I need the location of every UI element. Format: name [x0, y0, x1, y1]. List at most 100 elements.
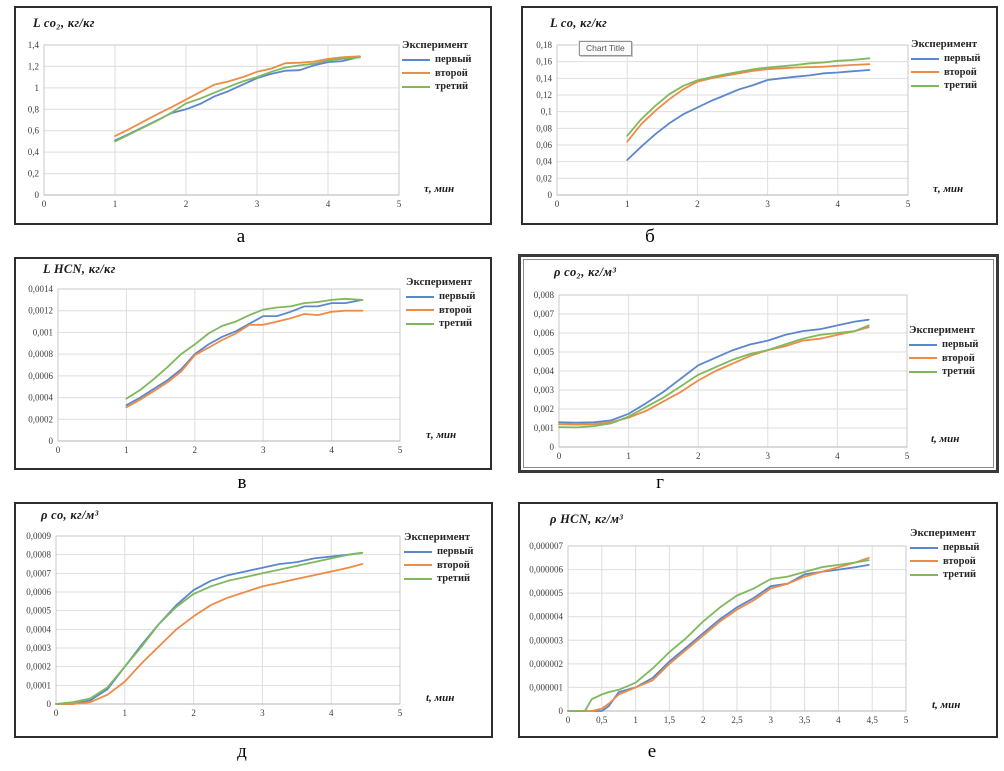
y-tick-label: 0,007 [534, 309, 555, 319]
chart-title: ρ co, кг/м³ [41, 508, 99, 522]
series-line-третий [558, 324, 870, 429]
x-tick-label: 4,5 [867, 715, 879, 725]
series-line-третий [567, 559, 870, 712]
y-tick-label: 0,001 [534, 423, 554, 433]
legend-item: второй [404, 559, 504, 573]
x-tick-label: 3 [260, 708, 265, 718]
y-tick-label: 0,0008 [28, 349, 53, 359]
legend-item: второй [911, 66, 1004, 80]
y-tick-label: 0,0001 [26, 680, 51, 690]
plot-area-g: 0 1 2 3 4 5 0 0,001 0,002 0,003 0,004 0,005 0,006 0,0… [534, 290, 910, 461]
legend: Эксперимент первый второй третий [910, 526, 1004, 582]
legend-line-swatch [404, 564, 432, 567]
y-tick-label: 0,006 [534, 328, 555, 338]
y-tick-label: 0,8 [28, 104, 40, 114]
y-tick-label: 0,001 [33, 327, 53, 337]
y-tick-label: 0,0007 [26, 568, 51, 578]
legend-line-swatch [909, 343, 937, 346]
x-tick-label: 2 [191, 708, 196, 718]
y-tick-label: 0,000004 [529, 612, 563, 622]
y-tick-label: 0,0004 [26, 624, 51, 634]
x-tick-label: 0 [54, 708, 59, 718]
x-axis-label: t, мин [931, 433, 960, 445]
y-tick-label: 0 [550, 442, 555, 452]
x-axis-label: τ, мин [933, 183, 964, 195]
x-tick-label: 0 [557, 451, 562, 461]
legend-item: третий [911, 79, 1004, 93]
y-tick-label: 0,1 [541, 107, 552, 117]
chart-container-d[interactable]: 0 1 2 3 4 5 0 0,0001 0,0002 0,0003 0,0004 0,0005 0,0… [14, 502, 493, 738]
legend-line-swatch [911, 57, 939, 60]
legend-item: второй [910, 555, 1004, 569]
chart-caption-d: д [237, 741, 247, 762]
legend: Эксперимент первый второй третий [404, 530, 504, 586]
y-tick-label: 0,000005 [529, 588, 563, 598]
plot-border [57, 288, 401, 442]
legend-item: третий [910, 568, 1004, 582]
y-tick-label: 0,000006 [529, 565, 563, 575]
legend-line-swatch [910, 546, 938, 549]
plot-area-a: 0 1 2 3 4 5 0 0,2 0,4 0,6 0,8 1 1,2 1,4 [28, 40, 402, 209]
y-tick-label: 0,04 [536, 157, 552, 167]
legend-title: Эксперимент [406, 276, 473, 288]
chart-container-b[interactable]: 0 1 2 3 4 5 0 0,02 0,04 0,06 0,08 0,1 0,12 0,14 0,16 0,… [521, 6, 998, 225]
y-tick-label: 0,0006 [28, 371, 53, 381]
y-tick-label: 0,4 [28, 147, 40, 157]
plot-area-d: 0 1 2 3 4 5 0 0,0001 0,0002 0,0003 0,0004 0,0005 0,0… [26, 531, 403, 718]
y-tick-label: 0 [35, 190, 40, 200]
x-axis-label: τ, мин [424, 183, 455, 195]
legend-item: первый [402, 53, 502, 67]
x-tick-label: 0 [42, 199, 47, 209]
y-tick-label: 0,000003 [529, 635, 563, 645]
chart-caption-v: в [237, 472, 247, 493]
series-line-первый [626, 69, 871, 161]
y-tick-label: 0,005 [534, 347, 555, 357]
x-tick-label: 1 [123, 708, 128, 718]
legend-line-swatch [910, 560, 938, 563]
legend: Эксперимент первый второй третий [909, 323, 1004, 379]
legend-title: Эксперимент [402, 39, 469, 51]
legend-item: первый [910, 541, 1004, 555]
x-tick-label: 4 [329, 708, 334, 718]
x-tick-label: 1 [633, 715, 638, 725]
y-tick-label: 0 [548, 190, 553, 200]
series-line-второй [567, 556, 870, 712]
x-tick-label: 2,5 [731, 715, 743, 725]
plot-border [556, 44, 909, 196]
legend: Эксперимент первый второй третий [402, 38, 502, 94]
series-line-первый [558, 318, 870, 424]
chart-container-a[interactable]: 0 1 2 3 4 5 0 0,2 0,4 0,6 0,8 1 1,2 1,4 L co₂, кг/кг … [14, 6, 492, 225]
x-tick-label: 5 [397, 199, 402, 209]
legend-line-swatch [404, 577, 432, 580]
chart-caption-g: г [656, 472, 664, 493]
legend: Эксперимент первый второй третий [911, 37, 1004, 93]
legend-title: Эксперимент [404, 531, 471, 543]
y-tick-label: 0,0002 [26, 662, 51, 672]
legend-title: Эксперимент [910, 527, 977, 539]
y-tick-label: 0,6 [28, 126, 40, 136]
x-tick-label: 4 [835, 451, 840, 461]
chart-container-g[interactable]: 0 1 2 3 4 5 0 0,001 0,002 0,003 0,004 0,005 0,006 0,0… [518, 254, 999, 473]
chart-container-v[interactable]: 0 1 2 3 4 5 0 0,0002 0,0004 0,0006 0,0008 0,001 0,00… [14, 257, 492, 470]
x-axis-label: t, мин [426, 692, 455, 704]
plot-area-v: 0 1 2 3 4 5 0 0,0002 0,0004 0,0006 0,0008 0,001 0,00… [28, 284, 403, 455]
y-tick-label: 0,000001 [529, 682, 563, 692]
y-tick-label: 0,0012 [28, 306, 53, 316]
x-tick-label: 3 [261, 445, 266, 455]
y-tick-label: 0,0002 [28, 414, 53, 424]
legend-line-swatch [911, 71, 939, 74]
x-tick-label: 1 [625, 199, 630, 209]
x-tick-label: 2 [701, 715, 706, 725]
y-tick-label: 0 [49, 436, 54, 446]
x-tick-label: 5 [904, 715, 909, 725]
x-tick-label: 2 [696, 451, 701, 461]
chart-container-e[interactable]: 0 0,5 1 1,5 2 2,5 3 3,5 4 4,5 5 0 0,000001 0,000002 0,… [518, 502, 998, 738]
y-tick-label: 0,0008 [26, 550, 51, 560]
x-tick-label: 0 [56, 445, 61, 455]
x-tick-label: 2 [184, 199, 189, 209]
y-tick-label: 0,0004 [28, 393, 53, 403]
legend-line-swatch [402, 58, 430, 61]
series-line-второй [626, 63, 871, 143]
y-tick-label: 0,14 [536, 73, 552, 83]
